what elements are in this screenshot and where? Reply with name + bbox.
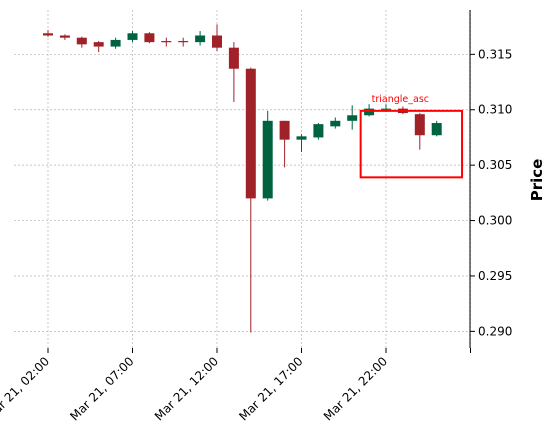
y-tick-label: 0.310 xyxy=(478,103,512,117)
pattern-box xyxy=(359,109,464,179)
y-tick-label: 0.315 xyxy=(478,47,512,61)
x-tick-label: Mar 21, 17:00 xyxy=(236,354,305,423)
candle-body xyxy=(76,37,87,45)
candle-body xyxy=(59,35,70,38)
candle-body xyxy=(296,136,307,140)
candle-body xyxy=(93,42,104,47)
candle-body xyxy=(381,108,391,110)
candle-body xyxy=(313,124,324,138)
y-axis-title: Price xyxy=(528,159,546,202)
axes: 0.290 0.295 0.300 0.305 0.310 0.315 Mar 21, 02… xyxy=(0,10,512,423)
candle-body xyxy=(279,120,290,140)
candle-body xyxy=(43,33,53,36)
candle-body xyxy=(431,123,442,136)
candle-body xyxy=(347,115,358,121)
candle-body xyxy=(127,33,138,40)
x-tick-label: Mar 21, 07:00 xyxy=(67,354,136,423)
candle-body xyxy=(195,35,206,43)
candle-body xyxy=(245,68,256,199)
candle-body xyxy=(110,39,121,47)
candle-body xyxy=(330,120,341,127)
y-tick-label: 0.295 xyxy=(478,269,512,283)
pattern-label: triangle_asc xyxy=(372,94,429,105)
candle-body xyxy=(364,108,375,116)
grid xyxy=(14,10,471,348)
candles xyxy=(43,24,442,333)
y-tick-label: 0.305 xyxy=(478,158,512,172)
y-tick-label: 0.290 xyxy=(478,324,512,338)
x-tick-label: Mar 21, 12:00 xyxy=(152,354,221,423)
x-tick-label: Mar 21, 02:00 xyxy=(0,354,52,423)
candle-body xyxy=(414,114,425,136)
candle-body xyxy=(144,33,155,43)
candle-body xyxy=(212,35,222,48)
candle-body xyxy=(228,47,239,69)
candle-body xyxy=(161,41,172,43)
x-tick-label: Mar 21, 22:00 xyxy=(321,354,390,423)
y-tick-label: 0.300 xyxy=(478,214,512,228)
candle-body xyxy=(262,120,273,199)
pattern-annotations: triangle_asc xyxy=(359,94,464,179)
candle-body xyxy=(178,41,189,43)
